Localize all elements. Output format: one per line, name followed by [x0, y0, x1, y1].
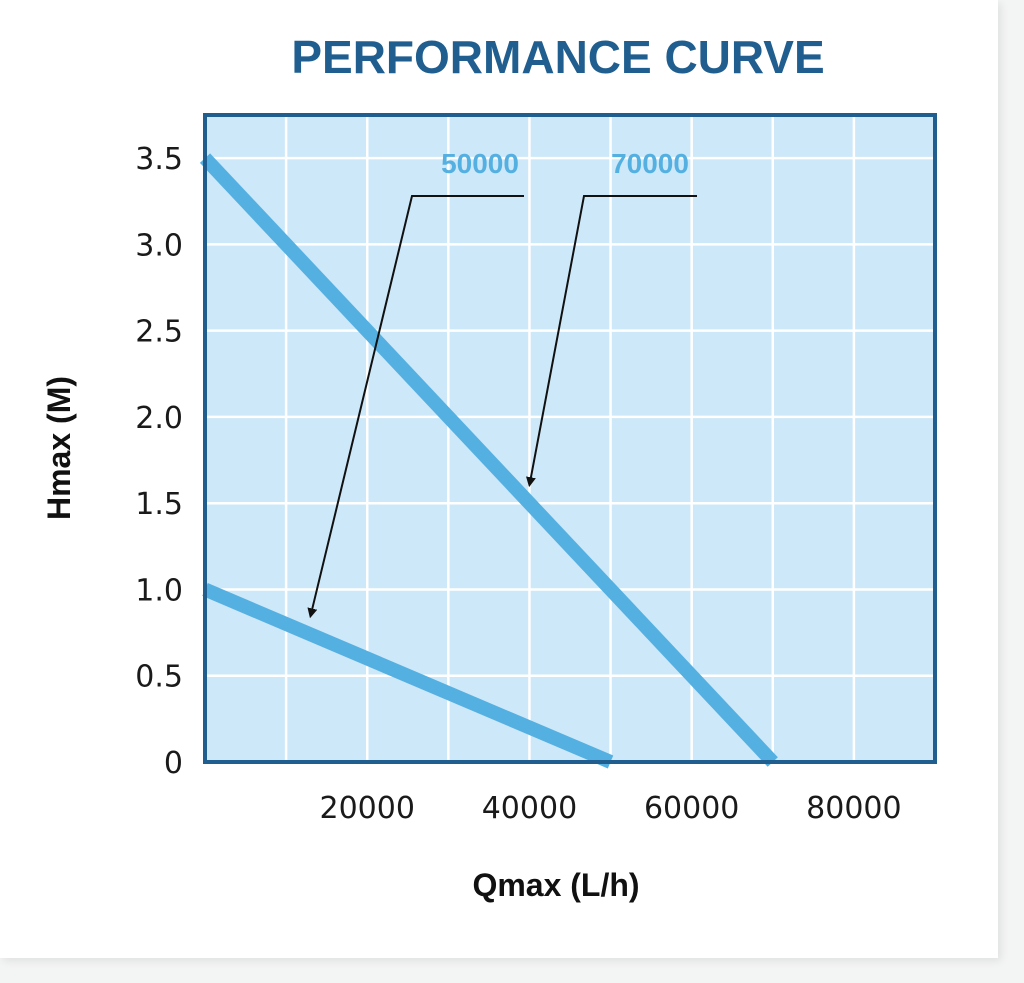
plot-area [205, 115, 935, 762]
callout-arrow-50000 [307, 195, 524, 619]
series-label-70000: 70000 [611, 148, 689, 179]
x-tick-label: 80000 [806, 791, 901, 826]
y-tick-label: 1.0 [135, 573, 183, 608]
chart-card: PERFORMANCE CURVE 0 0.5 1.0 1.5 2.0 2.5 3.0 3.5… [0, 0, 998, 958]
plot-frame [203, 113, 937, 764]
series-label-50000: 50000 [441, 148, 519, 179]
y-tick-label: 2.5 [135, 315, 183, 350]
series-lines [199, 153, 778, 769]
x-tick-label: 60000 [644, 791, 739, 826]
y-tick-label: 1.5 [135, 487, 183, 522]
y-tick-label: 0 [164, 746, 183, 781]
y-tick-label: 3.5 [135, 142, 183, 177]
y-tick-label: 3.0 [135, 228, 183, 263]
y-tick-label: 2.0 [135, 401, 183, 436]
grid [205, 115, 935, 762]
series-labels: 50000 70000 [307, 148, 697, 619]
x-tick-label: 40000 [482, 791, 577, 826]
y-tick-label: 0.5 [135, 660, 183, 695]
y-axis-label: Hmax (M) [41, 376, 77, 520]
x-axis-label: Qmax (L/h) [472, 867, 639, 903]
y-axis-ticks: 0 0.5 1.0 1.5 2.0 2.5 3.0 3.5 [135, 142, 183, 781]
x-tick-label: 20000 [320, 791, 415, 826]
callout-arrow-70000 [526, 195, 697, 488]
x-axis-ticks: 20000 40000 60000 80000 [320, 791, 902, 826]
series-line-50000 [202, 583, 614, 769]
chart-title: PERFORMANCE CURVE [291, 31, 824, 83]
series-line-70000 [199, 153, 778, 767]
